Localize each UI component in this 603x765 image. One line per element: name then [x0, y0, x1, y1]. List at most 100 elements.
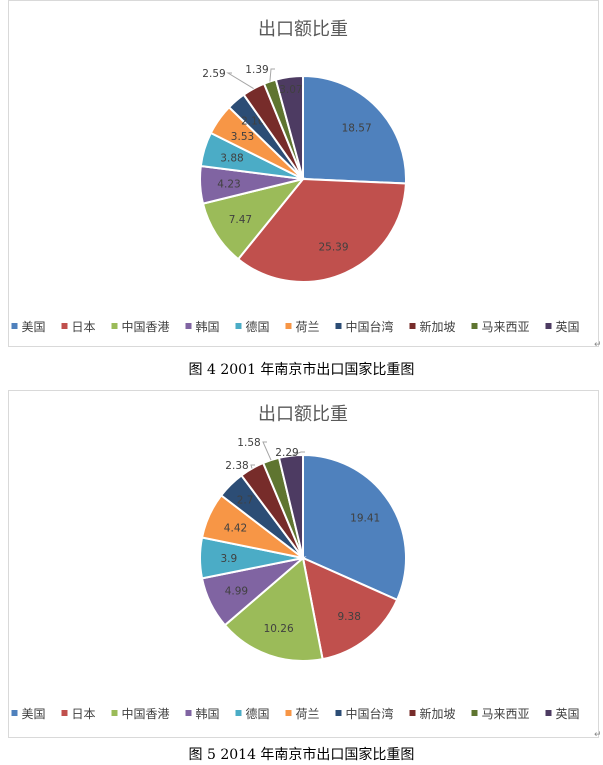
data-label: 1.39 — [245, 64, 268, 76]
legend-label: 新加坡 — [420, 706, 456, 721]
legend-item: 德国 — [235, 706, 270, 721]
legend-swatch — [471, 323, 478, 329]
legend-label: 马来西亚 — [482, 320, 530, 334]
legend-item: 韩国 — [185, 319, 220, 334]
legend-label: 韩国 — [196, 319, 220, 334]
legend-item: 新加坡 — [409, 319, 456, 334]
legend-swatch — [285, 710, 292, 716]
legend-swatch — [471, 710, 478, 716]
data-label: 3.07 — [279, 84, 302, 96]
legend-swatch — [185, 710, 192, 716]
legend-item: 日本 — [61, 320, 96, 334]
legend-swatch — [235, 710, 242, 716]
chart-2001: 出口额比重 18.57 25.39 7.47 4.23 3.88 3.53 2.16 2.59 1… — [8, 0, 599, 347]
legend-label: 英国 — [556, 707, 580, 721]
legend-label: 中国香港 — [122, 706, 170, 721]
legend-item: 中国香港 — [111, 319, 170, 334]
data-label: 3.53 — [231, 131, 254, 143]
legend-item: 中国台湾 — [335, 319, 394, 334]
legend-item: 中国香港 — [111, 706, 170, 721]
chart-2014: 出口额比重 19.41 9.38 10.26 4.99 3.9 4.42 2.7 2.38 1.5… — [8, 390, 599, 738]
legend-label: 日本 — [72, 320, 96, 334]
legend-swatch — [335, 323, 342, 329]
legend-swatch — [409, 710, 416, 716]
legend-label: 新加坡 — [420, 319, 456, 334]
legend-label: 英国 — [556, 320, 580, 334]
data-label: 9.38 — [338, 611, 361, 623]
legend-item: 日本 — [61, 707, 96, 721]
data-label: 18.57 — [342, 123, 372, 135]
leader-line — [269, 68, 275, 82]
pie-slice — [236, 177, 407, 283]
pie-slice — [302, 453, 407, 602]
pie-slice — [301, 556, 399, 661]
legend-label: 日本 — [72, 707, 96, 721]
pie-chart-2014: 出口额比重 19.41 9.38 10.26 4.99 3.9 4.42 2.7 2.38 1.5… — [11, 404, 580, 721]
legend-label: 中国台湾 — [346, 706, 394, 721]
legend-swatch — [11, 710, 18, 716]
caption-2014: 图 5 2014 年南京市出口国家比重图 — [188, 747, 415, 763]
legend-swatch — [11, 323, 18, 329]
legend-swatch — [185, 323, 192, 329]
legend-label: 美国 — [22, 707, 46, 721]
data-label: 7.47 — [229, 214, 252, 226]
leader-line — [290, 451, 305, 457]
paragraph-mark: ↵ — [594, 340, 602, 350]
data-label: 4.99 — [225, 586, 248, 598]
legend-label: 荷兰 — [296, 707, 320, 721]
legend-swatch — [61, 710, 68, 716]
legend-swatch — [409, 323, 416, 329]
data-label: 2.29 — [275, 447, 298, 459]
legend-item: 美国 — [11, 320, 46, 334]
legend-item: 马来西亚 — [471, 707, 530, 721]
legend-swatch — [545, 323, 552, 329]
legend-label: 中国台湾 — [346, 319, 394, 334]
legend-swatch — [235, 323, 242, 329]
legend-swatch — [61, 323, 68, 329]
legend-item: 英国 — [545, 707, 580, 721]
data-label: 1.58 — [237, 437, 260, 449]
legend-item: 德国 — [235, 319, 270, 334]
legend-label: 韩国 — [196, 706, 220, 721]
legend-item: 马来西亚 — [471, 320, 530, 334]
legend-item: 荷兰 — [285, 707, 320, 721]
legend-item: 中国台湾 — [335, 706, 394, 721]
legend-swatch — [111, 710, 118, 716]
legend-label: 马来西亚 — [482, 707, 530, 721]
data-label: 2.38 — [225, 460, 248, 472]
pie-slice — [223, 556, 324, 662]
caption-2001: 图 4 2001 年南京市出口国家比重图 — [188, 362, 415, 378]
legend-swatch — [285, 323, 292, 329]
data-label: 4.23 — [217, 178, 240, 190]
chart-title: 出口额比重 — [258, 19, 348, 40]
leader-line — [226, 72, 254, 90]
legend-label: 美国 — [22, 320, 46, 334]
legend-item: 韩国 — [185, 706, 220, 721]
data-label: 3.88 — [220, 153, 243, 165]
data-label: 3.9 — [220, 553, 237, 565]
pie-slice — [302, 74, 407, 185]
data-label: 25.39 — [318, 242, 348, 254]
paragraph-mark: ↵ — [594, 730, 602, 740]
pie-slice — [274, 74, 304, 180]
chart-title: 出口额比重 — [258, 404, 348, 425]
legend-item: 荷兰 — [285, 320, 320, 334]
legend-swatch — [111, 323, 118, 329]
data-label: 2.7 — [237, 494, 254, 506]
legend-item: 英国 — [545, 320, 580, 334]
data-label: 10.26 — [264, 623, 294, 635]
legend-label: 荷兰 — [296, 320, 320, 334]
data-label: 2.16 — [241, 115, 265, 127]
data-label: 4.42 — [224, 522, 247, 534]
legend-swatch — [335, 710, 342, 716]
data-label: 2.59 — [202, 68, 225, 80]
leader-line — [250, 464, 255, 469]
leader-line — [262, 441, 272, 461]
legend-item: 新加坡 — [409, 706, 456, 721]
legend-label: 中国香港 — [122, 319, 170, 334]
pie-chart-2001: 出口额比重 18.57 25.39 7.47 4.23 3.88 3.53 2.16 2.59 1… — [11, 19, 580, 334]
legend-item: 美国 — [11, 707, 46, 721]
legend-label: 德国 — [246, 706, 270, 721]
legend-swatch — [545, 710, 552, 716]
data-label: 19.41 — [350, 513, 380, 525]
